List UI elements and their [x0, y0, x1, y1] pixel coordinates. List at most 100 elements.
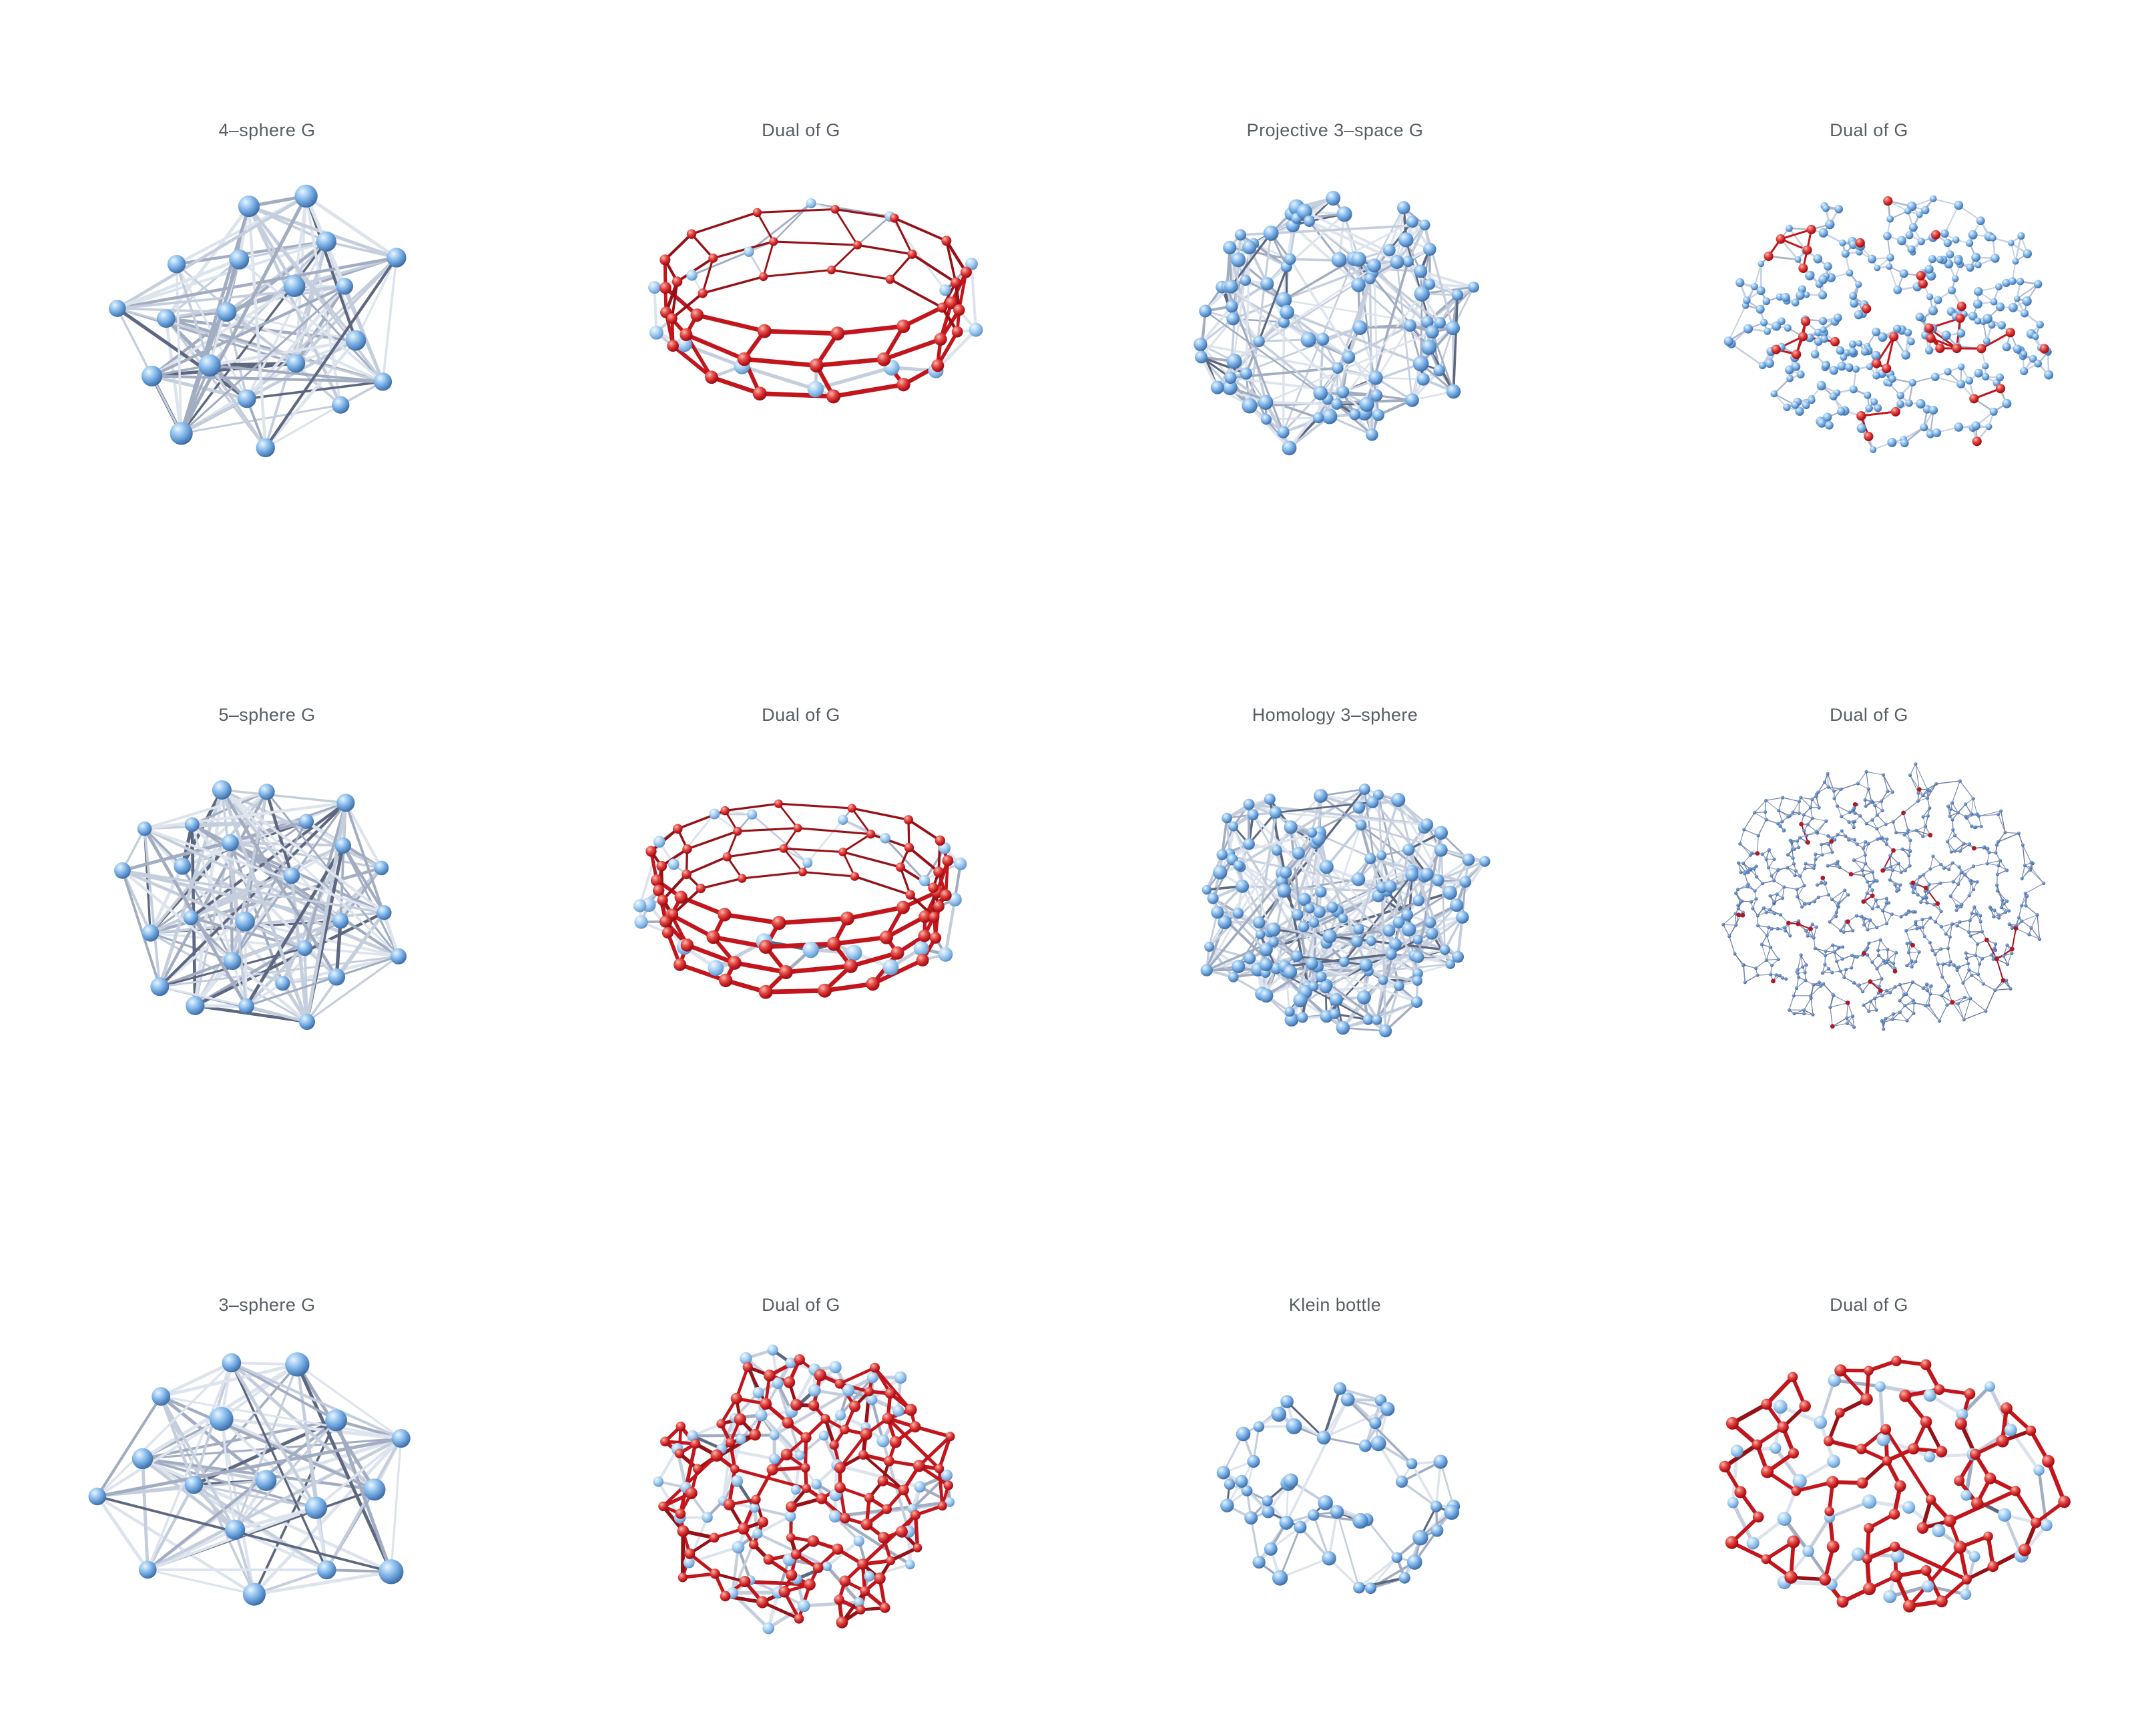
graph-edge [1788, 227, 1807, 252]
blue-sphere-node [1958, 920, 1962, 924]
graph-edge [1852, 1015, 1855, 1028]
panel-3-sphere-g: 3–sphere G [0, 1293, 534, 1736]
graph-edge [1853, 859, 1866, 864]
blue-sphere-node [1841, 249, 1850, 258]
blue-sphere-node [1213, 865, 1228, 880]
graph-edge [1831, 890, 1846, 900]
blue-sphere-node [1933, 920, 1937, 924]
panel-title: Dual of G [762, 120, 840, 140]
blue-sphere-node [2029, 926, 2033, 930]
blue-sphere-node [1968, 918, 1972, 922]
blue-sphere-node [1903, 868, 1907, 872]
graph-edge [143, 827, 162, 988]
graph-edge [1832, 1023, 1848, 1027]
graph-edge [686, 830, 739, 850]
graph-edge [2021, 914, 2038, 922]
blue-sphere-node [1824, 819, 1828, 823]
red-sphere-node [904, 842, 914, 853]
graph-edge [1882, 774, 1893, 793]
blue-sphere-node [1802, 829, 1806, 833]
blue-sphere-node [1268, 936, 1279, 948]
blue-sphere-node [1809, 994, 1813, 998]
graph-edge [1778, 797, 1784, 812]
graph-edge [1924, 815, 1929, 827]
blue-sphere-node [1845, 1021, 1849, 1025]
graph-edge [1377, 794, 1383, 856]
blue-sphere-node [1804, 978, 1808, 982]
red-sphere-node [1820, 876, 1826, 880]
red-sphere-node [659, 282, 672, 294]
blue-sphere-node [1838, 865, 1842, 870]
blue-sphere-node [1736, 278, 1745, 288]
graph-edge [158, 801, 348, 988]
blue-sphere-node [746, 809, 758, 820]
red-sphere-node [779, 844, 788, 853]
blue-sphere-node [1764, 818, 1768, 822]
blue-sphere-node [1921, 793, 1925, 798]
blue-sphere-node [1865, 891, 1869, 895]
blue-sphere-node [1890, 912, 1894, 916]
blue-sphere-node [1366, 936, 1376, 946]
graph-edge [1882, 774, 1888, 792]
graph-edge [684, 332, 747, 362]
red-sphere-node [656, 860, 668, 872]
blue-sphere-node [1366, 796, 1379, 809]
graph-edge [834, 208, 858, 246]
graph-edge [801, 870, 856, 878]
red-sphere-node [680, 938, 694, 952]
graph-edge [661, 872, 688, 902]
blue-sphere-node [1900, 439, 1909, 448]
graph-edge [1204, 310, 1329, 400]
graph-edge [1736, 914, 1742, 926]
blue-sphere-node [1425, 325, 1439, 339]
blue-sphere-node [1962, 1018, 1966, 1022]
blue-sphere-node [1772, 911, 1777, 916]
blue-sphere-node [1331, 252, 1347, 268]
graph-edge [1738, 862, 1746, 873]
blue-sphere-node [1884, 988, 1888, 993]
blue-sphere-node [1280, 304, 1294, 320]
graph-edge [712, 240, 775, 260]
red-sphere-node [937, 302, 948, 313]
graph-edge [1941, 986, 1949, 996]
graph-edge [1810, 806, 1813, 819]
graph-edge [1797, 923, 1812, 930]
graph-edge [741, 870, 804, 880]
red-sphere-node [774, 799, 783, 808]
graph-edge [1875, 898, 1887, 901]
panel-title: Dual of G [762, 705, 840, 725]
blue-sphere-node [1736, 906, 1740, 910]
red-sphere-node [718, 908, 732, 922]
blue-sphere-node [1842, 930, 1846, 934]
blue-sphere-node [2023, 864, 2027, 868]
blue-sphere-node [1303, 215, 1315, 227]
graph-edge [1770, 946, 1779, 960]
blue-sphere-node [1891, 820, 1895, 824]
graph-edge [1994, 988, 2011, 991]
blue-sphere-node [1741, 963, 1745, 967]
graph-edge [1438, 327, 1454, 372]
graph-edge [1396, 206, 1405, 264]
graph-edge [1866, 771, 1869, 790]
blue-sphere-node [1372, 408, 1384, 421]
blue-sphere-node [1802, 884, 1806, 888]
graph-edge [701, 275, 765, 295]
graph-edge [1786, 867, 1796, 876]
blue-sphere-node [1319, 860, 1334, 874]
blue-sphere-node [1844, 834, 1848, 838]
graph-edge [1866, 823, 1878, 830]
graph-edge [1743, 964, 1746, 983]
blue-sphere-node [1971, 421, 1980, 430]
blue-sphere-node [1978, 914, 1982, 918]
blue-sphere-node [1902, 992, 1906, 996]
graph-edge [220, 788, 309, 1024]
blue-sphere-node [1968, 934, 1972, 938]
blue-sphere-node [1826, 893, 1830, 897]
graph-edge [1817, 820, 1827, 834]
blue-sphere-node [1928, 940, 1932, 944]
blue-sphere-node [1864, 804, 1868, 808]
red-sphere-node [1918, 279, 1928, 289]
blue-sphere-node [336, 278, 354, 295]
blue-sphere-node [1296, 204, 1312, 220]
graph-edge [1954, 834, 1964, 844]
